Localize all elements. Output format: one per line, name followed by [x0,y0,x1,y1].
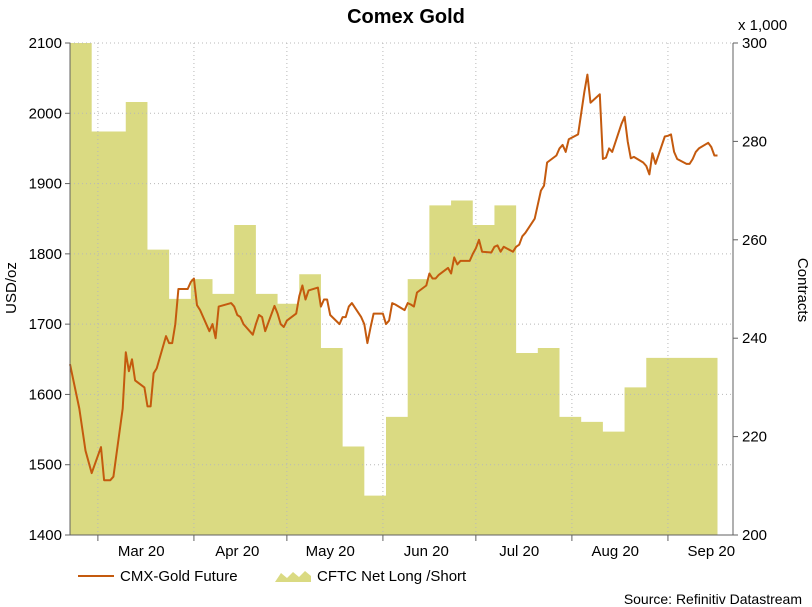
right-tick-label: 280 [742,133,767,150]
left-tick-label: 1400 [29,527,62,544]
left-tick-label: 2100 [29,35,62,52]
left-tick-label: 1900 [29,176,62,193]
right-axis-ticks: 200 220 240 260 280 300 [733,35,767,544]
x-tick-label: Jul 20 [499,543,539,560]
legend-area-swatch [275,571,311,582]
right-tick-label: 300 [742,35,767,52]
left-tick-label: 2000 [29,105,62,122]
right-tick-label: 220 [742,429,767,446]
x-tick-label: May 20 [306,543,355,560]
gridlines [70,42,733,535]
legend: CMX-Gold Future CFTC Net Long /Short [78,568,467,585]
left-tick-label: 1600 [29,386,62,403]
left-tick-label: 1800 [29,246,62,263]
chart-title: Comex Gold [347,6,465,28]
legend-label-gold: CMX-Gold Future [120,568,238,585]
right-tick-label: 240 [742,330,767,347]
left-axis-ticks: 1400 1500 1600 1700 1800 1900 2000 2100 [29,35,70,544]
left-tick-label: 1500 [29,457,62,474]
x-tick-label: Sep 20 [688,543,736,560]
right-axis-label: Contracts [794,258,811,322]
right-tick-label: 200 [742,527,767,544]
gold-future-line [69,73,718,482]
x-tick-label: Apr 20 [215,543,259,560]
right-axis-unit: x 1,000 [738,17,787,34]
axes [69,43,734,536]
x-tick-label: Jun 20 [404,543,449,560]
right-tick-label: 260 [742,232,767,249]
left-axis-label: USD/oz [3,262,20,314]
source-note: Source: Refinitiv Datastream [624,591,802,607]
gold-future-line-series [69,73,718,482]
legend-label-cftc: CFTC Net Long /Short [317,568,467,585]
x-tick-label: Mar 20 [118,543,165,560]
left-tick-label: 1700 [29,316,62,333]
cftc-net-area-series [70,43,718,535]
x-tick-label: Aug 20 [591,543,639,560]
cftc-area [70,43,718,535]
x-axis-ticks: Mar 20 Apr 20 May 20 Jun 20 Jul 20 Aug 20 Sep … [97,535,736,560]
